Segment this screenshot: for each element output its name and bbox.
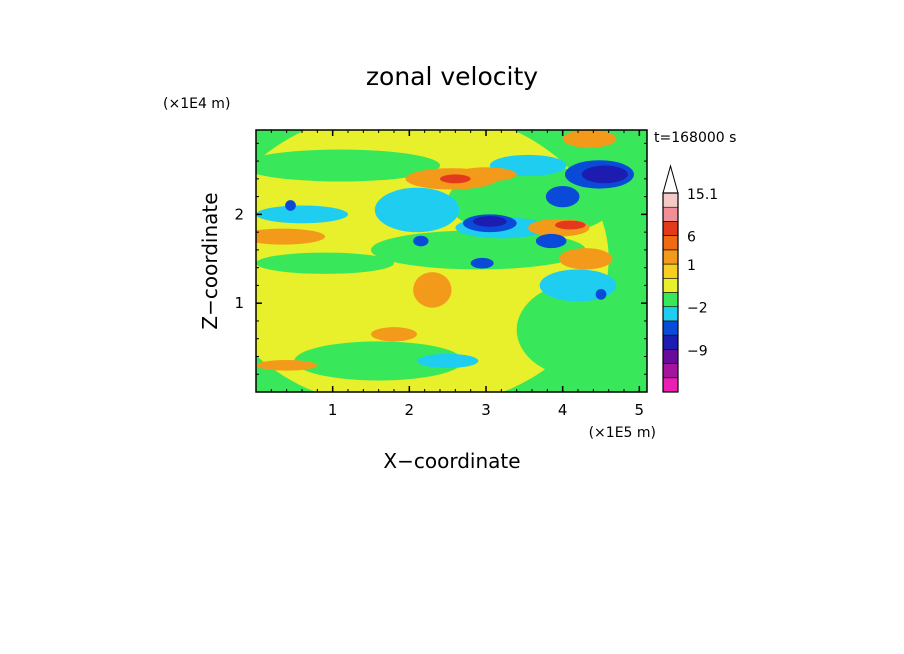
x-axis-title: X−coordinate <box>383 449 520 473</box>
y-axis-title: Z−coordinate <box>198 192 222 329</box>
contour-region-blue <box>545 185 580 208</box>
contour-region-orange <box>455 167 517 182</box>
contour-region-orange <box>256 360 318 371</box>
colorbar-level <box>662 377 679 393</box>
contour-region-blue <box>470 257 494 269</box>
contour-region-green <box>256 149 440 182</box>
contour-region-blue <box>413 235 429 247</box>
contour-region-orange <box>371 327 417 342</box>
contour-region-green <box>294 341 463 381</box>
colorbar-level <box>662 235 679 251</box>
colorbar-level <box>662 306 679 322</box>
contour-region-blue <box>535 233 567 249</box>
contour-region-orange <box>256 228 325 245</box>
contour-region-cyan <box>417 353 479 369</box>
colorbar-label: 6 <box>687 230 696 246</box>
colorbar-level <box>662 263 679 279</box>
contour-region-cyan <box>256 205 348 224</box>
contour-region-orange <box>558 248 613 270</box>
chart-title: zonal velocity <box>366 62 538 91</box>
x-scale-label: (×1E5 m) <box>589 425 656 441</box>
colorbar-level <box>662 206 679 222</box>
contour-region-green <box>256 252 394 274</box>
x-tick-label: 2 <box>405 401 415 419</box>
contour-blobs <box>256 130 647 392</box>
colorbar-label: −2 <box>687 301 708 317</box>
colorbar-level <box>662 277 679 293</box>
contour-region-red <box>555 220 586 230</box>
plot-frame <box>255 129 648 393</box>
contour-region-cyan <box>374 187 460 233</box>
colorbar-level <box>662 334 679 350</box>
time-label: t=168000 s <box>654 130 736 146</box>
colorbar-label: 1 <box>687 258 696 274</box>
colorbar-extend-arrow <box>662 164 679 194</box>
x-tick-label: 4 <box>558 401 568 419</box>
y-axis: 12 <box>234 142 647 375</box>
colorbar: −9 −2 1 6 15.1 <box>662 164 718 393</box>
contour-region-blue <box>595 288 607 300</box>
colorbar-label: −9 <box>687 343 708 359</box>
contour-region-green <box>516 280 647 379</box>
colorbar-frame <box>662 192 679 393</box>
colorbar-level <box>662 349 679 364</box>
colorbar-level <box>662 292 679 308</box>
x-tick-label: 1 <box>328 401 338 419</box>
contour-field <box>256 130 647 392</box>
contour-region-navy <box>581 165 628 184</box>
contour-region-orange <box>413 272 452 308</box>
colorbar-level <box>662 320 679 336</box>
y-tick-label: 2 <box>234 205 244 223</box>
colorbar-level <box>662 249 679 265</box>
y-scale-label: (×1E4 m) <box>163 96 230 112</box>
colorbar-level <box>662 192 679 208</box>
colorbar-level <box>662 221 679 236</box>
x-axis: 1 2 3 4 5 <box>270 130 645 419</box>
contour-region-navy <box>472 216 507 227</box>
colorbar-label: 15.1 <box>687 187 718 203</box>
contour-region-orange <box>562 130 617 148</box>
colorbar-level <box>662 363 679 379</box>
x-tick-label: 5 <box>635 401 645 419</box>
y-tick-label: 1 <box>234 294 244 312</box>
contour-region-blue <box>285 200 296 211</box>
contour-region-red <box>440 174 471 184</box>
x-tick-label: 3 <box>481 401 491 419</box>
